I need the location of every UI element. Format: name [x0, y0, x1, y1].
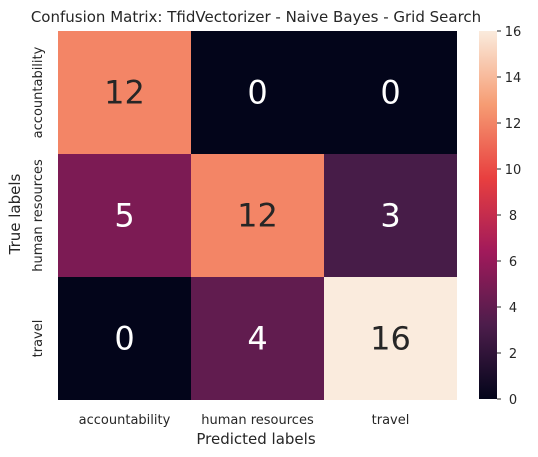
heatmap-cell	[191, 154, 324, 277]
cell-value-label: 3	[380, 197, 400, 235]
colorbar-ticks: 0 2 4 6 8 10 12 14 16	[497, 25, 521, 408]
y-tick-label: human resources	[31, 159, 46, 272]
colorbar	[479, 31, 497, 399]
heatmap-cell	[324, 154, 457, 277]
x-tick-label: accountability	[79, 413, 171, 428]
x-tick-labels: accountability human resources travel	[79, 413, 410, 428]
cell-value-label: 5	[114, 197, 134, 235]
x-tick-label: human resources	[201, 413, 314, 428]
heatmap-cell	[191, 277, 324, 400]
x-axis-label: Predicted labels	[196, 430, 315, 448]
heatmap-cell	[191, 31, 324, 154]
colorbar-tick-label: 8	[509, 209, 517, 224]
heatmap-cell	[58, 277, 191, 400]
cell-value-label: 12	[104, 74, 145, 112]
colorbar-tick-label: 2	[509, 347, 517, 362]
heatmap-cells	[58, 31, 457, 400]
y-axis-label: True labels	[6, 173, 24, 255]
cell-value-label: 0	[380, 74, 400, 112]
chart-title: Confusion Matrix: TfidVectorizer - Naive…	[31, 8, 481, 26]
cell-value-label: 4	[247, 320, 267, 358]
cell-value-label: 0	[114, 320, 134, 358]
heatmap-cell	[58, 154, 191, 277]
colorbar-tick-label: 14	[505, 71, 522, 86]
cell-value-label: 16	[370, 320, 411, 358]
cell-value-label: 0	[247, 74, 267, 112]
y-tick-label: accountability	[31, 46, 46, 138]
y-tick-labels: accountability human resources travel	[31, 46, 46, 357]
heatmap-cell	[324, 31, 457, 154]
heatmap-cell-labels: 12 0 0 5 12 3 0 4 16	[104, 74, 411, 358]
x-tick-label: travel	[372, 413, 410, 428]
y-tick-label: travel	[31, 320, 46, 358]
heatmap-cell	[58, 31, 191, 154]
colorbar-tick-label: 4	[509, 301, 517, 316]
cell-value-label: 12	[237, 197, 278, 235]
colorbar-tick-label: 12	[505, 117, 522, 132]
colorbar-tick-label: 10	[505, 163, 522, 178]
colorbar-tick-label: 6	[509, 255, 517, 270]
colorbar-tick-label: 0	[509, 393, 517, 408]
heatmap-cell	[324, 277, 457, 400]
colorbar-tick-label: 16	[505, 25, 522, 40]
